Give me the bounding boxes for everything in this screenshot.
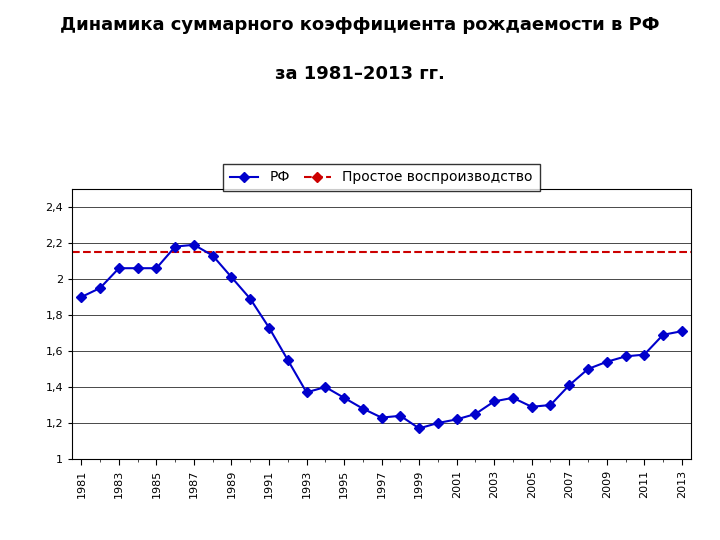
РФ (171, 244, 179, 250)
РФ (77, 294, 86, 300)
РФ (396, 413, 405, 419)
РФ (377, 414, 386, 421)
РФ (621, 353, 630, 360)
РФ (415, 425, 423, 431)
РФ (603, 359, 611, 365)
РФ (471, 411, 480, 417)
РФ (359, 406, 367, 412)
РФ (246, 295, 255, 302)
РФ (678, 328, 686, 334)
РФ (527, 403, 536, 410)
РФ (584, 366, 593, 372)
РФ (96, 285, 104, 291)
Legend: РФ, Простое воспроизводство: РФ, Простое воспроизводство (223, 164, 540, 192)
РФ (321, 384, 330, 390)
РФ (265, 325, 274, 331)
РФ (452, 416, 461, 423)
РФ (114, 265, 123, 272)
РФ (133, 265, 142, 272)
РФ (508, 395, 517, 401)
Line: РФ: РФ (78, 241, 685, 432)
РФ (433, 420, 442, 426)
Text: Динамика суммарного коэффициента рождаемости в РФ: Динамика суммарного коэффициента рождаем… (60, 16, 660, 34)
РФ (208, 252, 217, 259)
РФ (302, 389, 311, 396)
РФ (340, 395, 348, 401)
Text: за 1981–2013 гг.: за 1981–2013 гг. (275, 65, 445, 83)
РФ (659, 332, 667, 338)
РФ (189, 241, 198, 248)
РФ (490, 398, 498, 404)
РФ (228, 274, 236, 280)
РФ (640, 352, 649, 358)
РФ (565, 382, 574, 388)
РФ (152, 265, 161, 272)
РФ (546, 402, 555, 408)
РФ (284, 357, 292, 363)
